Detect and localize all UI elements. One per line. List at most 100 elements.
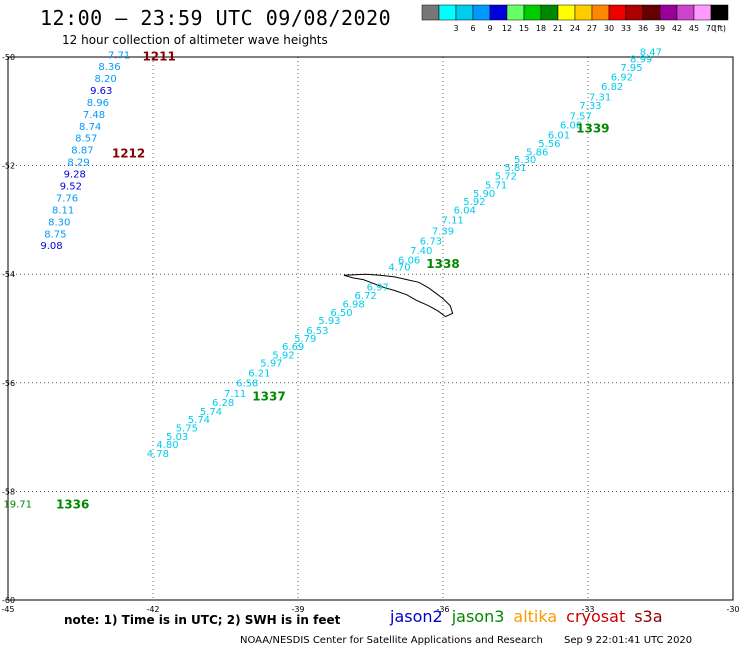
lat-tick-label: -54	[2, 270, 15, 279]
pass-number: 1337	[252, 389, 285, 403]
wave-height-label: 6.00	[560, 121, 582, 132]
colorbar-label: 21	[553, 24, 563, 33]
wave-height-label: 5.75	[176, 424, 198, 435]
wave-height-label: 5.93	[318, 316, 340, 327]
colorbar-label: 15	[519, 24, 529, 33]
map-title: 12:00 – 23:59 UTC 09/08/2020	[40, 6, 392, 30]
wave-height-label: 8.87	[71, 146, 93, 157]
lon-tick-label: -33	[581, 605, 594, 614]
pass-number: 1336	[56, 498, 89, 512]
footnote: note: 1) Time is in UTC; 2) SWH is in fe…	[64, 613, 341, 627]
credit-timestamp: Sep 9 22:01:41 UTC 2020	[564, 635, 693, 646]
wave-height-label: 7.76	[56, 193, 78, 204]
wave-height-label: 5.03	[166, 432, 188, 443]
wave-height-label: 5.86	[526, 147, 548, 158]
wave-height-label: 8.29	[67, 158, 89, 169]
colorbar-label: 45	[689, 24, 699, 33]
wave-height-label: 5.71	[485, 180, 507, 191]
colorbar-swatch	[540, 4, 559, 21]
lat-tick-label: -50	[2, 53, 15, 62]
wave-height-label: 7.48	[83, 110, 105, 121]
wave-height-label: 5.30	[514, 155, 536, 166]
lat-tick-label: -52	[2, 162, 15, 171]
map-subtitle: 12 hour collection of altimeter wave hei…	[62, 33, 328, 47]
wave-height-label: 7.40	[410, 246, 432, 257]
wave-height-label: 6.01	[548, 130, 570, 141]
satellite-jason3: jason3	[451, 607, 505, 626]
colorbar-label: 70	[706, 24, 716, 33]
colorbar-label: 3	[453, 24, 458, 33]
pass-number: 1211	[142, 50, 175, 64]
colorbar-swatch	[574, 4, 593, 21]
colorbar-swatch	[523, 4, 542, 21]
credit-org: NOAA/NESDIS Center for Satellite Applica…	[240, 635, 543, 646]
colorbar-swatch	[642, 4, 661, 21]
satellite-altika: altika	[513, 607, 558, 626]
colorbar-swatch	[421, 4, 440, 21]
colorbar-label: 33	[621, 24, 631, 33]
wave-height-label: 6.69	[282, 342, 304, 353]
wave-height-label: 8.74	[79, 122, 101, 133]
wave-height-label: 8.57	[75, 134, 97, 145]
colorbar-label: 42	[672, 24, 682, 33]
colorbar-label: 30	[604, 24, 614, 33]
wave-height-label: 5.72	[495, 172, 517, 183]
wave-height-label: 7.11	[224, 389, 246, 400]
wave-height-label: 5.81	[504, 163, 526, 174]
wave-height-label: 5.90	[473, 189, 495, 200]
color-legend: 3 6 9 12 15 18 21 24 27 30 33 36 39 42 45 70(ft)	[421, 4, 729, 33]
wave-height-label: 9.52	[60, 181, 82, 192]
wave-height-label: 7.39	[432, 227, 454, 238]
colorbar-swatch	[557, 4, 576, 21]
wave-height-label: 6.72	[355, 291, 377, 302]
wave-height-label: 9.08	[40, 241, 62, 252]
plot-border	[7, 56, 734, 601]
wave-height-label: 6.98	[342, 299, 364, 310]
colorbar-swatch	[608, 4, 627, 21]
pass-number: 1212	[112, 147, 145, 161]
wave-height-label: 8.30	[48, 217, 70, 228]
wave-height-label: 8.11	[52, 205, 74, 216]
wave-height-label: 7.33	[579, 101, 601, 112]
pass-number: 1339	[576, 121, 609, 135]
satellite-cryosat: cryosat	[566, 607, 626, 626]
wave-height-label: 6.04	[454, 205, 476, 216]
wave-height-label: 5.56	[538, 139, 560, 150]
lat-tick-label: -58	[2, 487, 15, 496]
colorbar-swatch	[506, 4, 525, 21]
map-frame	[7, 56, 734, 601]
wave-height-label: 8.99	[630, 54, 652, 65]
wave-height-label: 8.47	[640, 47, 662, 58]
colorbar-swatch	[625, 4, 644, 21]
wave-height-label: 4.78	[147, 449, 169, 460]
wave-height-label: 7.95	[620, 63, 642, 74]
wave-height-label: 7.57	[570, 111, 592, 122]
wave-height-label: 6.92	[611, 72, 633, 83]
colorbar-label: 18	[536, 24, 546, 33]
colorbar-label: 36	[638, 24, 648, 33]
lat-tick-label: -60	[2, 596, 15, 605]
wave-height-label: 5.74	[200, 407, 222, 418]
colorbar-swatch	[591, 4, 610, 21]
colorbar-swatch	[693, 4, 712, 21]
colorbar-swatch	[676, 4, 695, 21]
wave-height-label: 5.92	[272, 350, 294, 361]
wave-height-label: 7.11	[442, 216, 464, 227]
wave-height-label: 5.92	[463, 197, 485, 208]
wave-height-label: 6.82	[601, 82, 623, 93]
lon-tick-label: -42	[146, 605, 159, 614]
colorbar-unit: (ft)	[714, 24, 726, 33]
wave-height-label: 6.28	[212, 398, 234, 409]
wave-height-label: 4.80	[156, 440, 178, 451]
satellite-legend: jason2 jason3 altika cryosat s3a	[390, 607, 672, 626]
wave-height-label: 6.97	[367, 282, 389, 293]
wave-height-label: 19.71	[3, 500, 32, 511]
colorbar-swatch	[455, 4, 474, 21]
colorbar-label: 24	[570, 24, 580, 33]
axis-labels: -45 -42 -39 -36 -33 -30 -50 -52 -54 -56 -58 -60	[1, 53, 739, 614]
wave-height-label: 5.79	[294, 334, 316, 345]
wave-height-label: 7.31	[589, 92, 611, 103]
lat-tick-label: -56	[2, 379, 15, 388]
lon-tick-label: -39	[291, 605, 304, 614]
wave-height-label: 8.96	[87, 98, 109, 109]
